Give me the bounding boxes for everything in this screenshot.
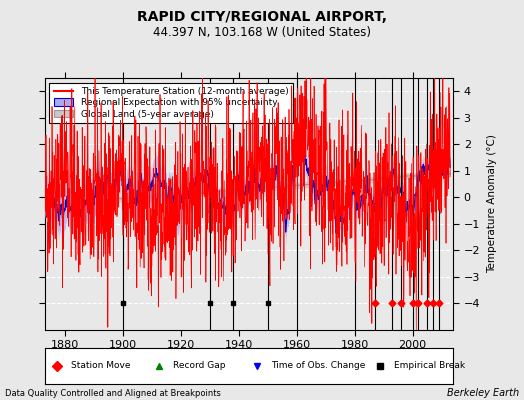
Legend: This Temperature Station (12-month average), Regional Expectation with 95% uncer: This Temperature Station (12-month avera… xyxy=(49,82,293,123)
Text: Time of Obs. Change: Time of Obs. Change xyxy=(271,362,366,370)
Text: Station Move: Station Move xyxy=(71,362,130,370)
Text: Empirical Break: Empirical Break xyxy=(394,362,465,370)
Text: RAPID CITY/REGIONAL AIRPORT,: RAPID CITY/REGIONAL AIRPORT, xyxy=(137,10,387,24)
Text: Data Quality Controlled and Aligned at Breakpoints: Data Quality Controlled and Aligned at B… xyxy=(5,389,221,398)
Text: Record Gap: Record Gap xyxy=(173,362,226,370)
Y-axis label: Temperature Anomaly (°C): Temperature Anomaly (°C) xyxy=(487,134,497,274)
Text: 44.397 N, 103.168 W (United States): 44.397 N, 103.168 W (United States) xyxy=(153,26,371,39)
Text: Berkeley Earth: Berkeley Earth xyxy=(446,388,519,398)
